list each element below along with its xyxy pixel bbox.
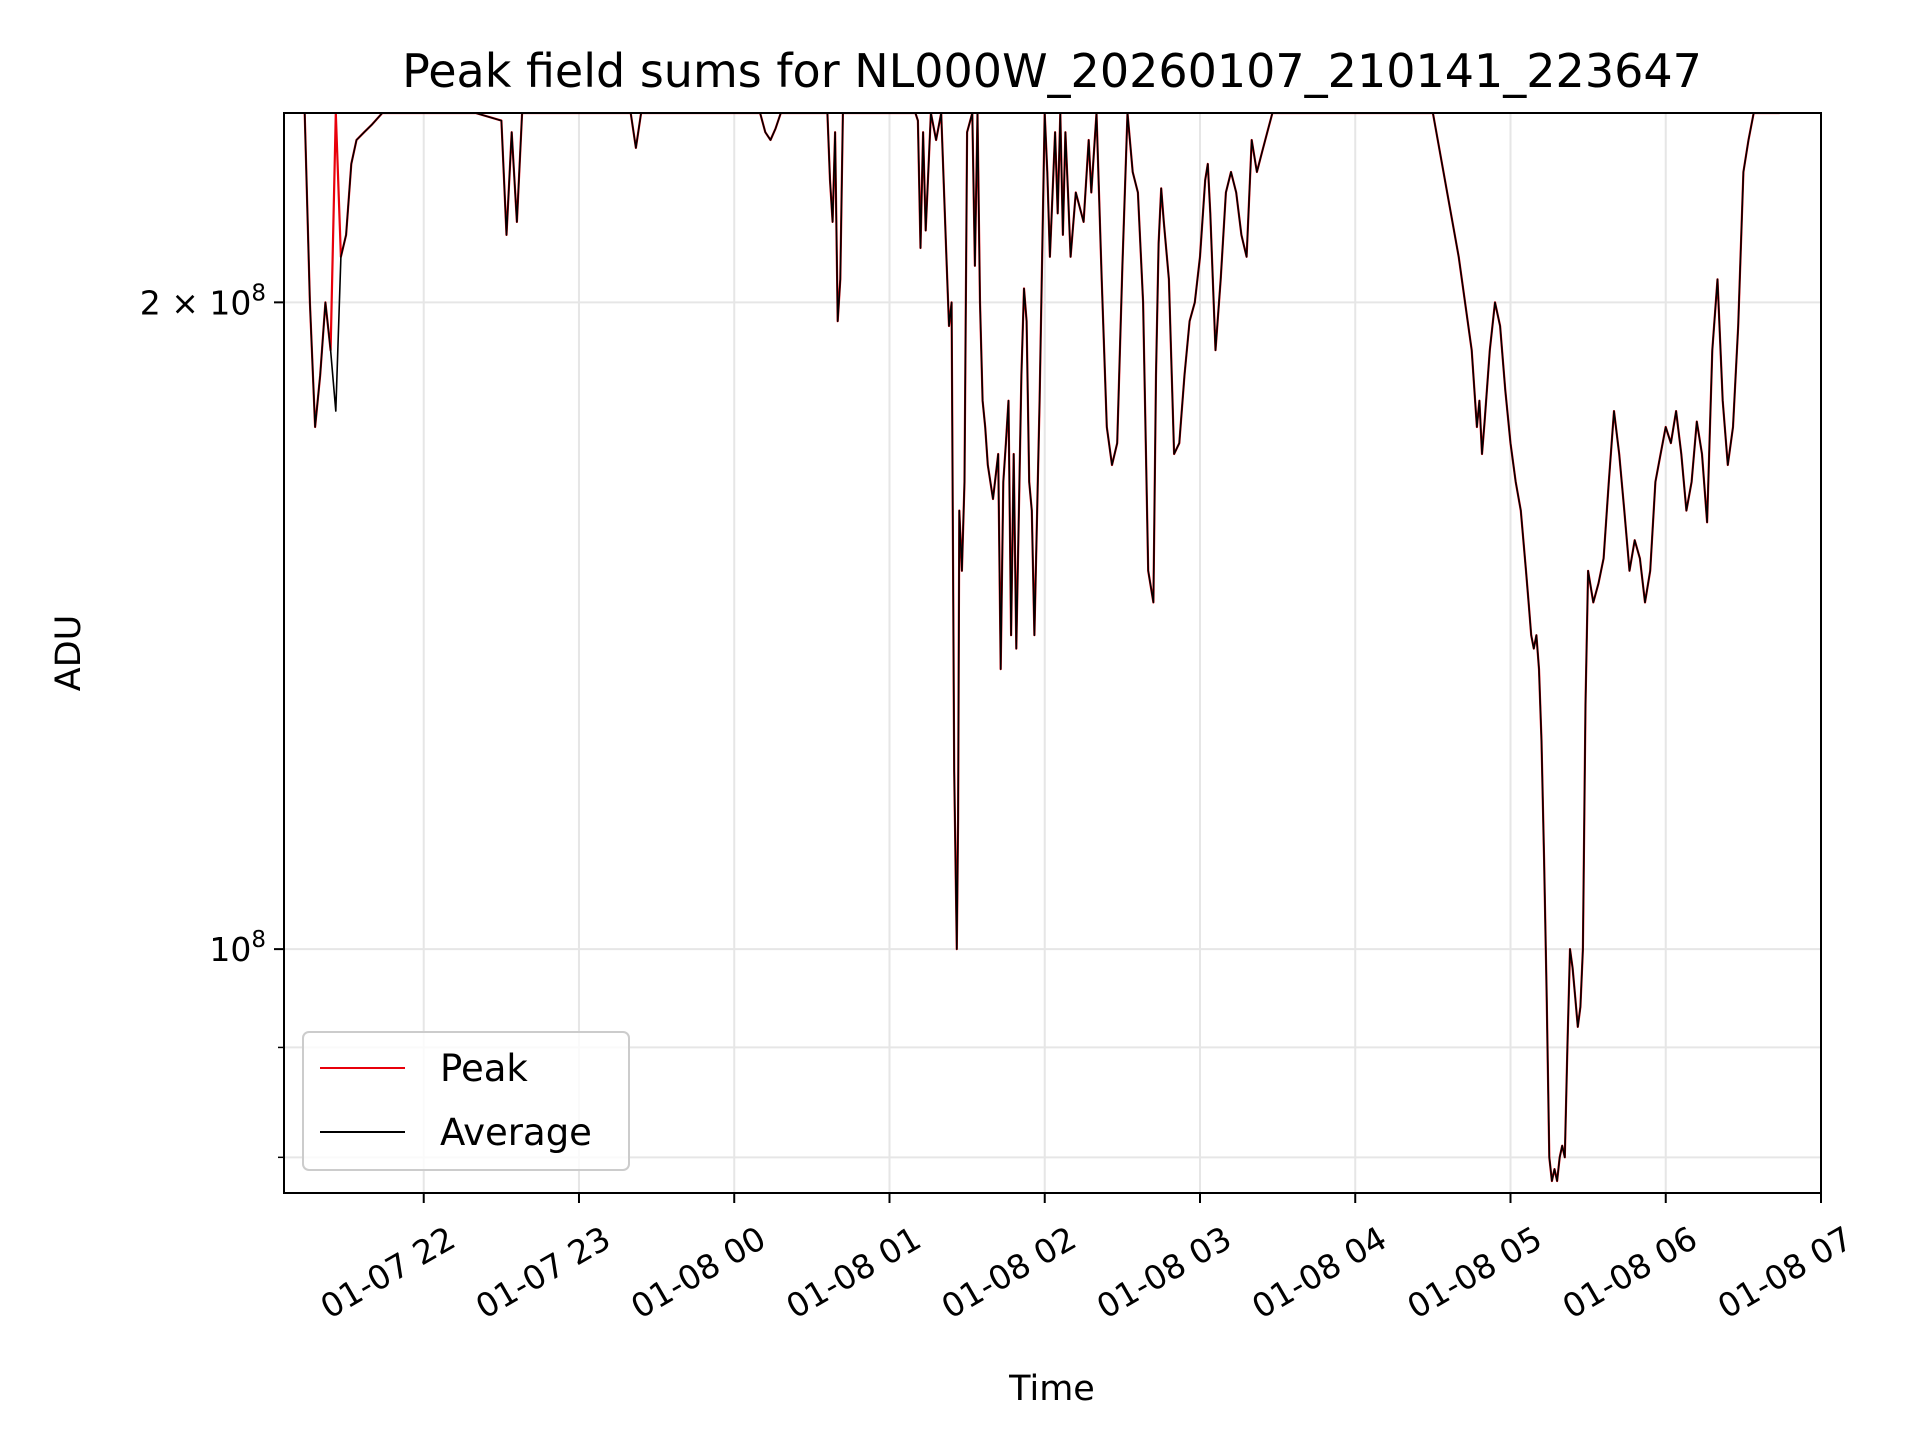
legend-label-average: Average (440, 1111, 592, 1154)
y-axis-ticks: 2 × 108 108 (140, 280, 284, 1159)
chart-title: Peak field sums for NL000W_20260107_2101… (402, 44, 1702, 98)
y-axis-label: ADU (49, 615, 89, 692)
legend: Peak Average (302, 1031, 630, 1171)
series-layer (303, 113, 1780, 1183)
legend-box (302, 1031, 630, 1171)
legend-label-peak: Peak (440, 1047, 528, 1090)
x-axis-label: Time (1008, 1369, 1095, 1409)
y-tick-label: 108 (209, 927, 266, 969)
series-line-average (303, 113, 1780, 1182)
plot-frame (283, 112, 1822, 1194)
y-tick-label: 2 × 108 (140, 280, 266, 322)
